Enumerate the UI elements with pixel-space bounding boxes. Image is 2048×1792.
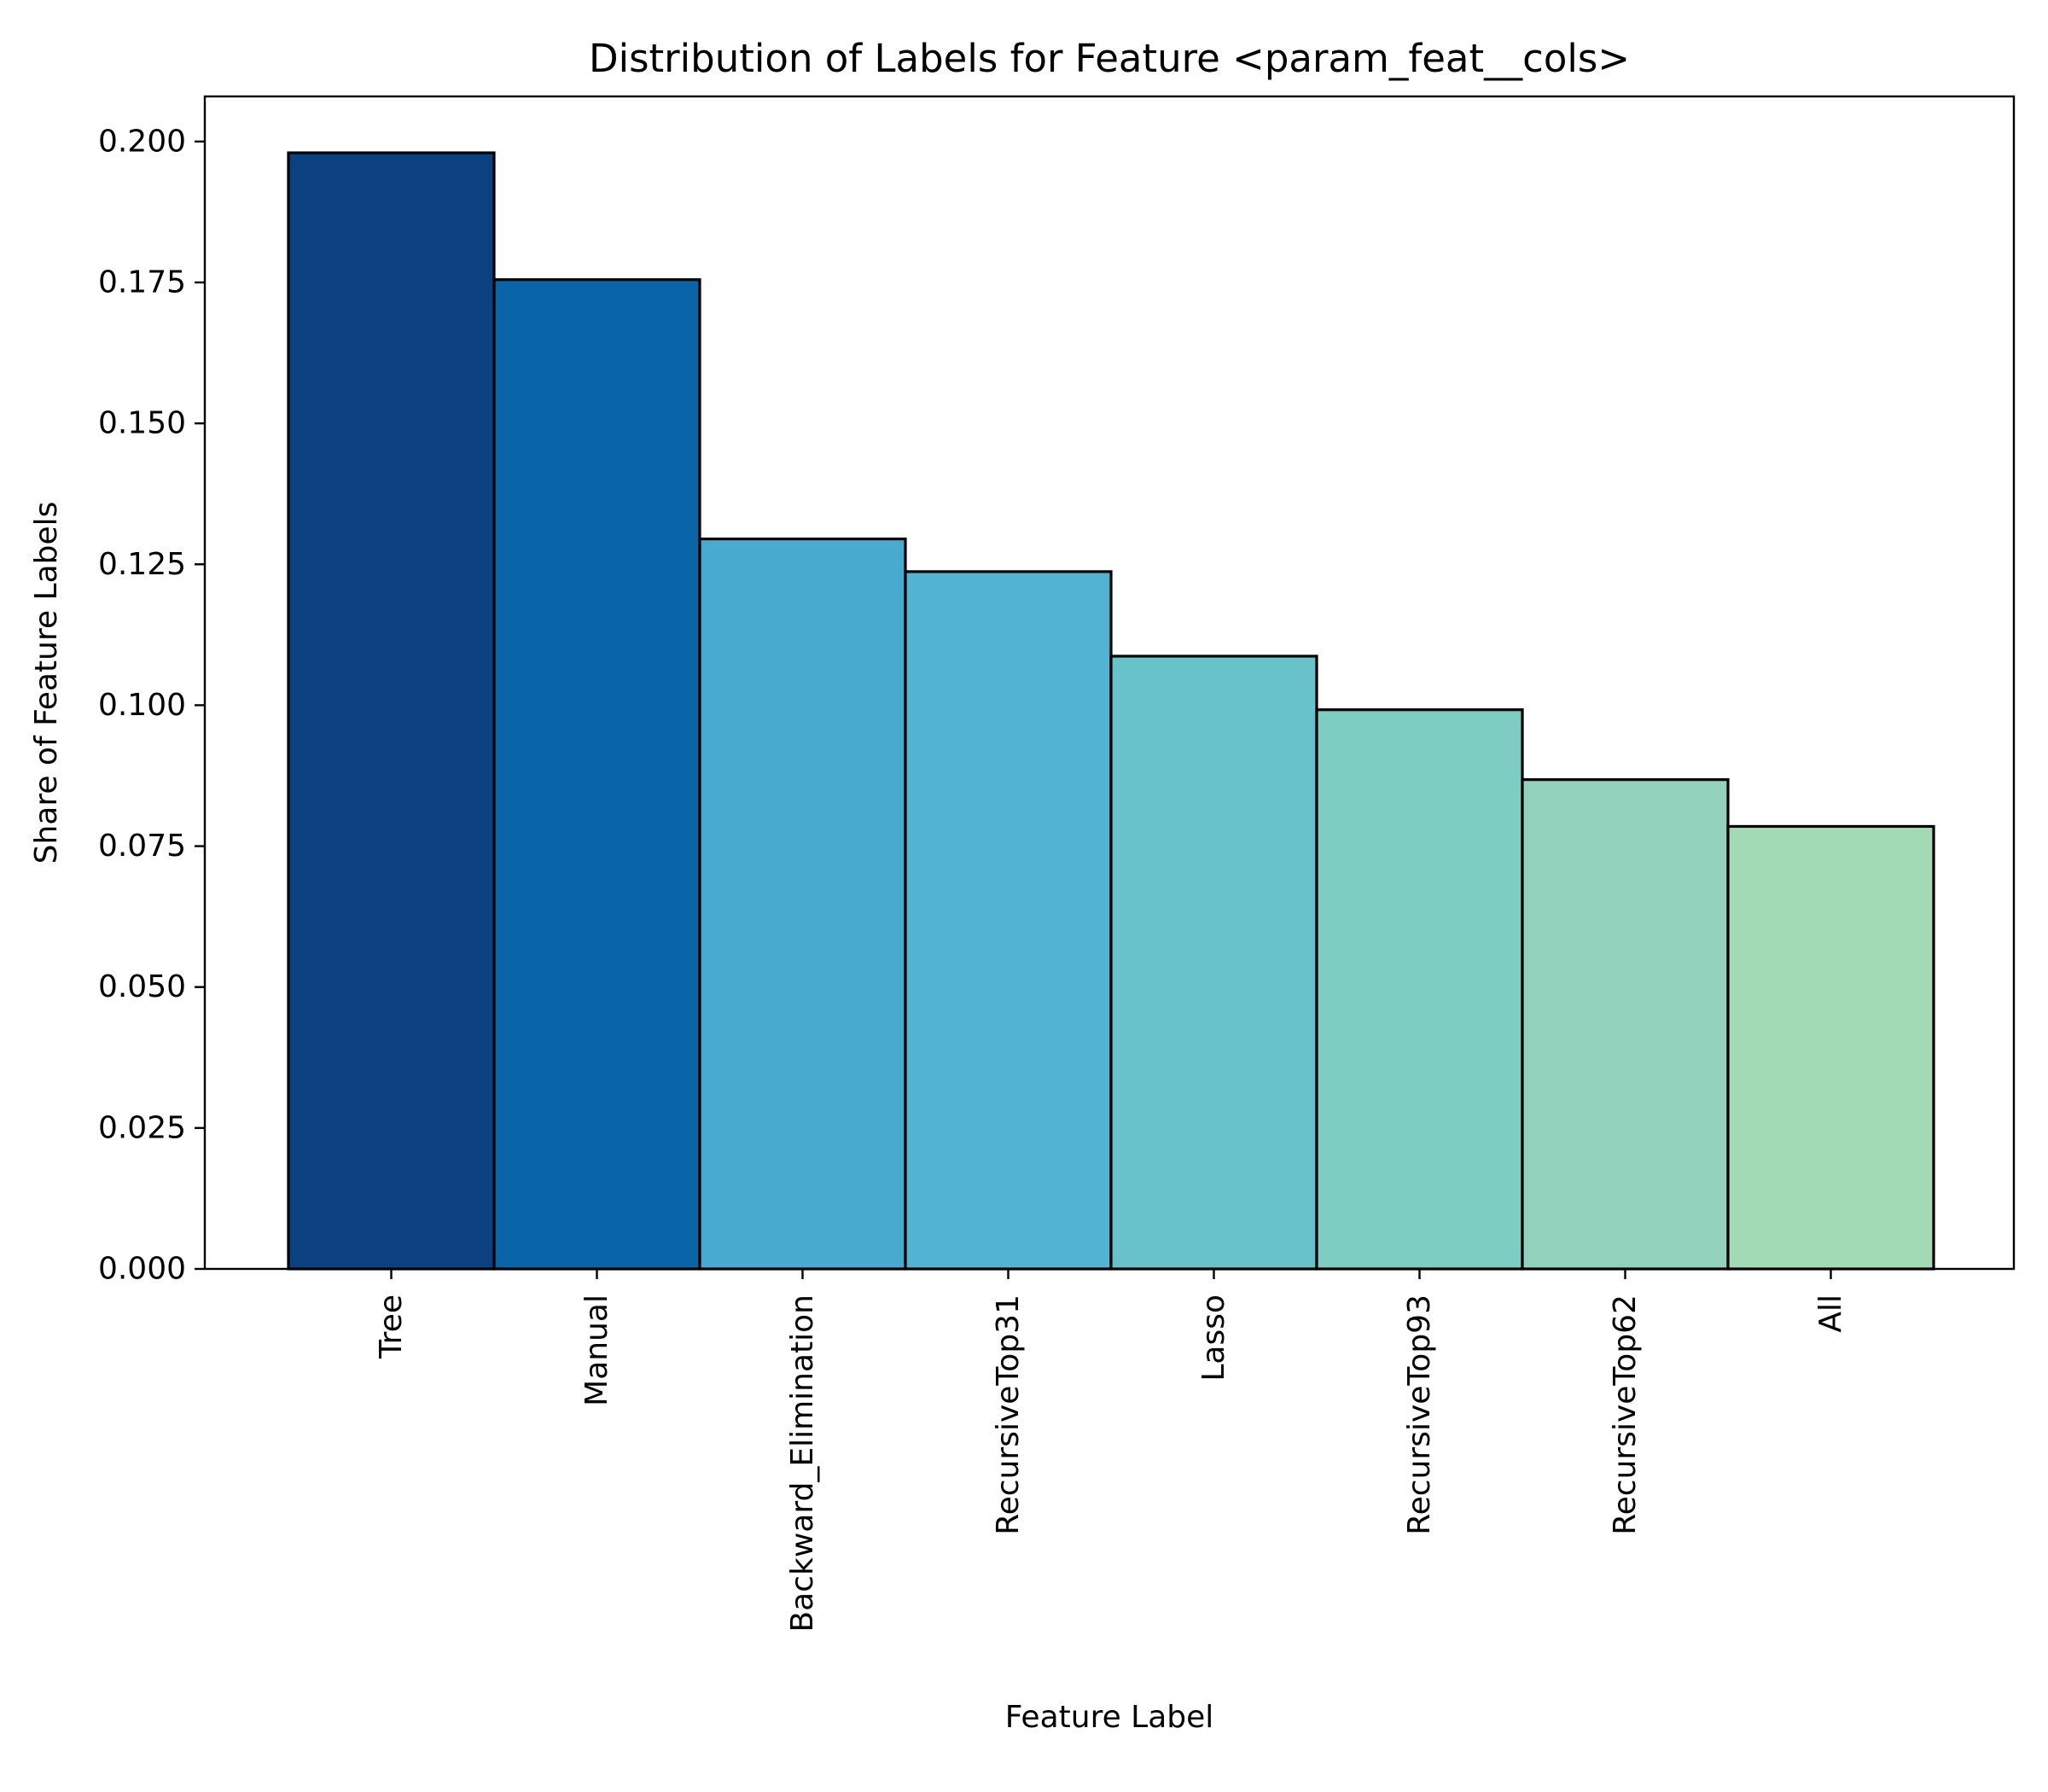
y-tick-label: 0.100 — [98, 688, 186, 723]
y-axis-label: Share of Feature Labels — [29, 502, 64, 864]
x-tick-label: RecursiveTop62 — [1608, 1295, 1643, 1535]
bar-recursivetop62 — [1521, 778, 1730, 1271]
bar-manual — [492, 278, 701, 1271]
bar-lasso — [1109, 655, 1318, 1271]
x-axis-label: Feature Label — [1005, 1700, 1214, 1735]
bar-backward-elimination — [698, 537, 907, 1271]
x-axis-ticks: Tree Manual Backward_Elimination RecursiveT… — [374, 1269, 1848, 1632]
y-tick-label: 0.125 — [98, 547, 186, 582]
y-tick-label: 0.000 — [98, 1252, 186, 1287]
bar-recursivetop31 — [904, 570, 1113, 1271]
y-tick-label: 0.025 — [98, 1110, 186, 1145]
bars-group — [287, 151, 1935, 1271]
y-axis-ticks: 0.000 0.025 0.050 0.075 0.100 0.125 0.150 0.175… — [98, 124, 205, 1287]
y-tick-label: 0.200 — [98, 124, 186, 159]
bar-recursivetop93 — [1315, 708, 1524, 1271]
x-tick-label: Tree — [374, 1295, 409, 1359]
x-tick-label: Manual — [579, 1295, 614, 1406]
y-tick-label: 0.150 — [98, 406, 186, 441]
plot-frame — [203, 95, 2016, 1271]
bar-tree — [287, 151, 496, 1271]
y-tick-label: 0.075 — [98, 829, 186, 864]
y-tick-label: 0.050 — [98, 969, 186, 1004]
bar-all — [1726, 824, 1935, 1271]
chart-title: Distribution of Labels for Feature <para… — [589, 36, 1630, 81]
x-tick-label: Lasso — [1196, 1295, 1231, 1382]
x-tick-label: RecursiveTop93 — [1402, 1295, 1437, 1535]
x-tick-label: RecursiveTop31 — [991, 1295, 1026, 1535]
x-tick-label: Backward_Elimination — [785, 1295, 820, 1632]
y-tick-label: 0.175 — [98, 265, 186, 300]
x-tick-label: All — [1813, 1295, 1848, 1333]
